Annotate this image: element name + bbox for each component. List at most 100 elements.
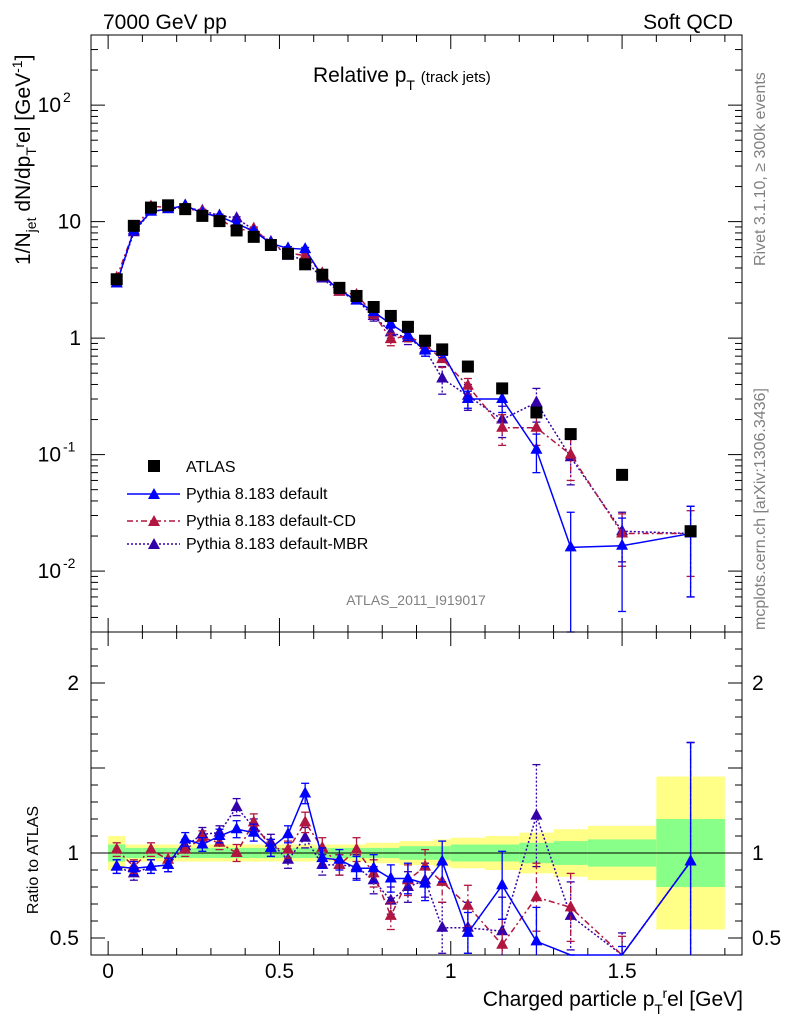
y-tick-label: 10 <box>38 444 61 467</box>
ratio-point-cd <box>230 846 243 857</box>
ratio-point-default <box>110 859 123 871</box>
x-tick-label: 0 <box>102 960 114 983</box>
point-atlas <box>401 320 414 333</box>
point-atlas <box>530 406 543 419</box>
point-atlas <box>316 268 329 281</box>
analysis-id: ATLAS_2011_I919017 <box>346 592 486 608</box>
chart-title: Relative pT (track jets) <box>313 64 491 93</box>
ratio-point-default <box>419 876 432 888</box>
y-tick-label-exp: 2 <box>63 89 71 105</box>
point-atlas <box>616 468 629 481</box>
y-axis-label-sub: jet <box>23 217 39 233</box>
point-mbr <box>436 371 449 383</box>
point-atlas <box>196 209 209 222</box>
legend: ATLAS Pythia 8.183 default Pythia 8.183 … <box>127 459 368 553</box>
point-atlas <box>162 199 175 212</box>
y-tick-label: 10 <box>38 94 61 117</box>
ratio-y-tick-label-right: 2 <box>752 672 764 695</box>
ratio-point-default <box>461 925 474 937</box>
series-atlas <box>110 199 697 538</box>
ratio-point-default <box>299 786 312 798</box>
point-atlas <box>299 258 312 271</box>
legend-marker-atlas <box>148 460 160 472</box>
point-atlas <box>461 360 474 373</box>
point-atlas <box>213 215 226 228</box>
header-right: Soft QCD <box>643 11 733 34</box>
ratio-point-cd <box>350 842 363 854</box>
point-atlas <box>127 219 140 232</box>
y-tick-label: 10 <box>58 211 81 234</box>
ratio-y-tick-label-right: 0.5 <box>752 927 781 950</box>
ratio-point-default <box>247 825 260 837</box>
ratio-point-default <box>144 859 157 871</box>
y-tick-label: 1 <box>69 327 81 350</box>
ratio-point-default <box>333 852 346 864</box>
x-axis-label: Charged particle pTrel [GeV] <box>483 985 743 1017</box>
point-atlas <box>496 382 509 395</box>
point-atlas <box>144 201 157 214</box>
series-line-cd <box>115 205 691 535</box>
y-tick-label: 10 <box>38 560 61 583</box>
ratio-point-cd <box>179 842 192 854</box>
point-atlas <box>179 203 192 216</box>
point-atlas <box>282 247 295 260</box>
point-atlas <box>350 289 363 302</box>
ratio-point-cd <box>282 842 295 854</box>
ratio-plot: 0 0.5 1 1.5 2 2 1 1 0.5 0.5 <box>50 631 781 983</box>
legend-label-mbr: Pythia 8.183 default-MBR <box>186 536 368 553</box>
point-atlas <box>564 428 577 441</box>
point-cd <box>384 332 397 344</box>
ratio-point-mbr <box>299 830 312 842</box>
point-atlas <box>436 343 449 356</box>
ratio-y-tick-label: 0.5 <box>50 927 79 950</box>
ratio-point-default <box>367 861 380 873</box>
point-cd <box>496 420 509 432</box>
series-default <box>110 198 697 633</box>
y-tick-label-exp: -1 <box>63 439 76 455</box>
mcplots-label: mcplots.cern.ch [arXiv:1306.3436] <box>752 388 769 630</box>
ratio-point-mbr <box>436 920 449 932</box>
ratio-y-tick-label: 1 <box>67 842 79 865</box>
ratio-point-default <box>684 854 697 866</box>
ratio-line-cd <box>116 820 692 957</box>
point-atlas <box>367 300 380 313</box>
point-default <box>401 328 414 340</box>
point-default <box>530 442 543 454</box>
ratio-point-default <box>213 829 226 840</box>
ratio-point-cd <box>564 900 577 912</box>
point-cd <box>530 420 543 432</box>
ratio-point-cd <box>496 937 509 949</box>
legend-marker-mbr <box>148 538 160 549</box>
legend-marker-cd <box>148 515 160 526</box>
ratio-point-default <box>384 871 397 883</box>
chart-title-sub: T <box>406 77 415 93</box>
point-default <box>616 538 629 550</box>
ratio-point-default <box>316 851 329 863</box>
point-atlas <box>384 309 397 322</box>
x-tick-label: 0.5 <box>265 960 294 983</box>
y-axis-label: 1/Njet dN/dpTrel [GeV-1] <box>9 55 39 265</box>
ratio-point-cd <box>196 830 209 842</box>
ratio-point-default <box>127 861 140 873</box>
rivet-label: Rivet 3.1.10, ≥ 300k events <box>752 72 769 266</box>
x-tick-label: 1 <box>445 960 457 983</box>
legend-label-default: Pythia 8.183 default <box>186 486 328 503</box>
point-atlas <box>684 525 697 538</box>
ratio-point-default <box>436 854 449 866</box>
point-mbr <box>530 395 543 407</box>
ratio-frame <box>90 631 743 956</box>
point-default <box>461 392 474 404</box>
ratio-point-mbr <box>230 800 243 812</box>
ratio-point-default <box>179 832 192 844</box>
legend-label-cd: Pythia 8.183 default-CD <box>186 513 356 530</box>
point-default <box>496 392 509 404</box>
point-atlas <box>419 334 432 347</box>
ratio-point-mbr <box>564 908 577 920</box>
header-left: 7000 GeV pp <box>103 11 227 34</box>
ratio-point-mbr <box>530 808 543 820</box>
chart-title-suffix: (track jets) <box>421 69 491 86</box>
ratio-series-default <box>110 741 697 956</box>
x-tick-label: 1.5 <box>607 960 636 983</box>
point-cd <box>564 447 577 459</box>
